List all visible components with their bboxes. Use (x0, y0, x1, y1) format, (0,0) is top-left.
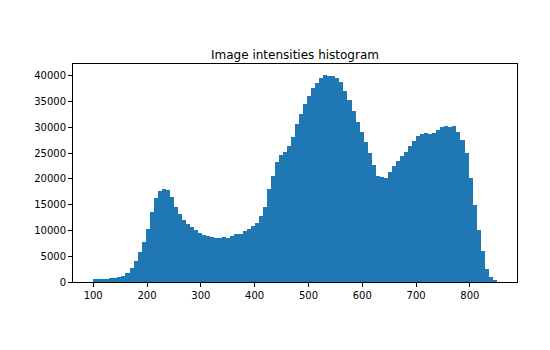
svg-text:25000: 25000 (34, 148, 66, 159)
svg-text:0: 0 (60, 277, 66, 288)
svg-text:40000: 40000 (34, 70, 66, 81)
svg-text:300: 300 (191, 290, 210, 301)
svg-text:35000: 35000 (34, 96, 66, 107)
svg-text:15000: 15000 (34, 199, 66, 210)
svg-text:800: 800 (460, 290, 479, 301)
svg-text:20000: 20000 (34, 173, 66, 184)
svg-text:5000: 5000 (41, 251, 66, 262)
svg-text:200: 200 (137, 290, 156, 301)
svg-text:400: 400 (245, 290, 264, 301)
svg-text:Image intensities histogram: Image intensities histogram (211, 48, 379, 62)
svg-text:700: 700 (407, 290, 426, 301)
svg-text:100: 100 (84, 290, 103, 301)
svg-text:500: 500 (299, 290, 318, 301)
svg-text:30000: 30000 (34, 122, 66, 133)
svg-text:10000: 10000 (34, 225, 66, 236)
svg-text:600: 600 (353, 290, 372, 301)
